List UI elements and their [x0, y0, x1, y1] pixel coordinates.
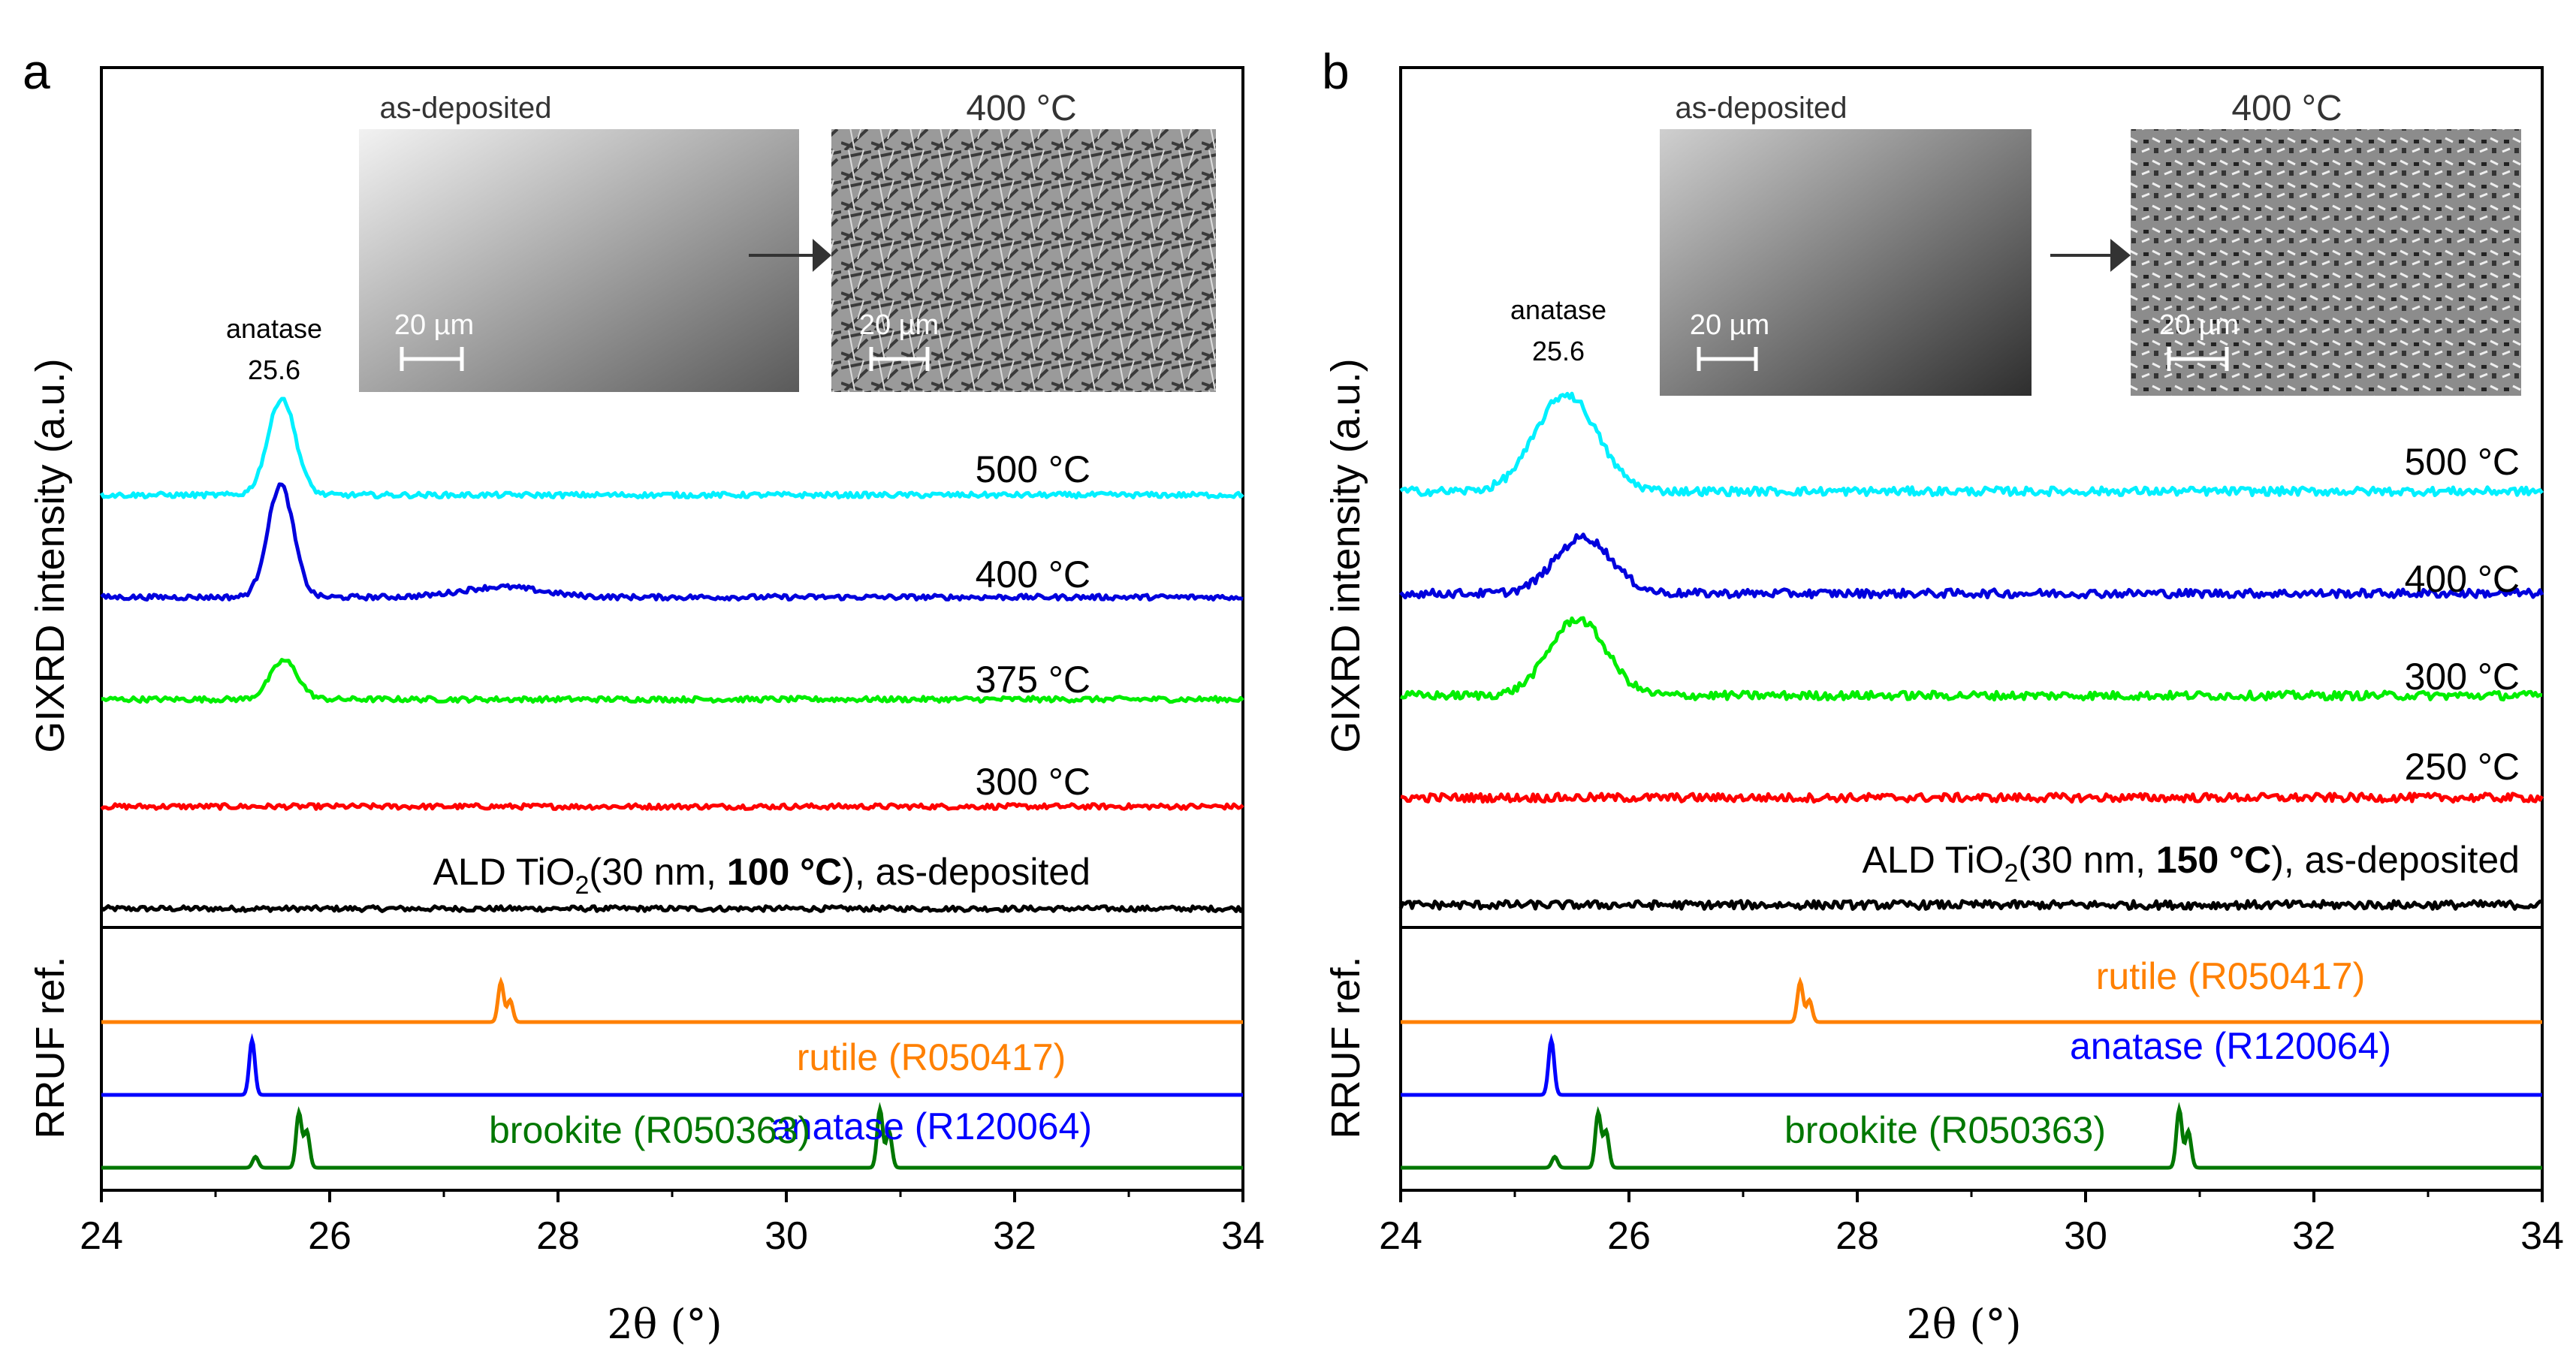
panel-b: b GIXRD intensity (a.u.) RRUF ref. 2θ (°…	[1322, 44, 2564, 1348]
x-ticks-a: 24 26 28 30 32 34	[80, 1190, 1265, 1258]
anatase-peak-name-a: anatase	[226, 313, 322, 344]
x-tick-label-b-34: 34	[2520, 1214, 2564, 1258]
series-line-a-300-c	[100, 802, 1244, 811]
series-label-250-b: 250 °C	[2405, 746, 2520, 788]
x-tick-label-a-24: 24	[80, 1214, 123, 1258]
x-tick-label-a-32: 32	[993, 1214, 1036, 1258]
x-tick-label-b-24: 24	[1379, 1214, 1422, 1258]
x-ticks-b: 24 26 28 30 32 34	[1379, 1190, 2564, 1258]
y-axis-label-lower-a: RRUF ref.	[28, 957, 73, 1139]
x-tick-label-b-30: 30	[2064, 1214, 2107, 1258]
inset-400c-image-a	[831, 129, 1216, 392]
series-label-375-a: 375 °C	[976, 659, 1090, 701]
scale-bar-label-left-a: 20 µm	[394, 309, 474, 341]
y-axis-label-lower-b: RRUF ref.	[1323, 957, 1368, 1139]
reference-line-b-brookite	[1401, 1102, 2542, 1170]
inset-left-title-a: as-deposited	[379, 92, 551, 125]
inset-as-deposited-image-a	[359, 129, 799, 392]
series-line-b-400-c	[1399, 532, 2544, 600]
x-tick-label-a-28: 28	[536, 1214, 580, 1258]
series-line-b-300-c	[1400, 616, 2543, 702]
reference-line-b-rutile	[1401, 976, 2542, 1024]
anatase-peak-name-b: anatase	[1510, 294, 1606, 325]
reference-group-a	[101, 976, 1243, 1170]
x-tick-label-b-28: 28	[1835, 1214, 1879, 1258]
series-label-500-b: 500 °C	[2405, 441, 2520, 483]
series-line-b-500-c	[1399, 391, 2544, 498]
scale-bar-right-b	[2167, 347, 2229, 371]
series-line-a-400-c	[100, 482, 1244, 602]
scale-bar-label-left-b: 20 µm	[1690, 309, 1769, 341]
inset-right-title-b: 400 °C	[2231, 89, 2342, 128]
x-tick-label-a-30: 30	[765, 1214, 808, 1258]
reference-line-b-anatase	[1401, 1033, 2542, 1097]
series-line-b-as-deposited	[1398, 899, 2543, 911]
inset-arrow-head-a	[813, 239, 831, 272]
series-line-a-as-deposited	[100, 904, 1244, 913]
scale-bar-right-a	[869, 347, 930, 371]
ref-rutile-label-a: rutile (R050417)	[797, 1036, 1066, 1078]
series-group-a	[99, 397, 1244, 913]
y-axis-label-upper-b: GIXRD intensity (a.u.)	[1323, 358, 1368, 752]
reference-line-a-anatase	[101, 1033, 1243, 1097]
x-axis-label-b: 2θ (°)	[1906, 1301, 2021, 1348]
series-line-b-250-c	[1400, 792, 2544, 804]
inset-400c-image-b	[2131, 129, 2521, 396]
inset-left-title-b: as-deposited	[1675, 92, 1847, 125]
ref-brookite-label-b: brookite (R050363)	[1784, 1109, 2106, 1151]
inset-arrow-head-b	[2110, 239, 2131, 272]
series-line-a-500-c	[99, 397, 1244, 500]
scale-bar-left-a	[400, 347, 464, 371]
series-label-400-b: 400 °C	[2405, 558, 2520, 600]
sample-label-a: ALD TiO2(30 nm, 100 °C), as-deposited	[433, 851, 1090, 900]
scale-bar-left-b	[1697, 347, 1758, 371]
scale-bar-label-right-b: 20 µm	[2159, 309, 2239, 341]
x-axis-label-a: 2θ (°)	[607, 1301, 722, 1348]
ref-brookite-label-a: brookite (R050363)	[489, 1109, 810, 1151]
anatase-peak-value-b: 25.6	[1532, 336, 1585, 366]
series-group-b	[1398, 391, 2544, 911]
panel-a: a GIXRD intensity (a.u.) RRUF ref. 2θ (°…	[23, 44, 1265, 1348]
x-tick-label-a-34: 34	[1221, 1214, 1265, 1258]
sample-label-b: ALD TiO2(30 nm, 150 °C), as-deposited	[1863, 839, 2520, 888]
y-axis-label-upper-a: GIXRD intensity (a.u.)	[28, 358, 73, 752]
inset-right-title-a: 400 °C	[966, 89, 1076, 128]
reference-line-a-brookite	[101, 1102, 1243, 1170]
series-label-500-a: 500 °C	[976, 448, 1090, 490]
reference-line-a-rutile	[101, 976, 1243, 1024]
series-label-300-a: 300 °C	[976, 761, 1090, 803]
ref-anatase-label-a: anatase (R120064)	[771, 1105, 1092, 1147]
ref-anatase-label-b: anatase (R120064)	[2070, 1025, 2391, 1067]
reference-group-b	[1401, 976, 2542, 1170]
series-label-300-b: 300 °C	[2405, 656, 2520, 698]
ref-rutile-label-b: rutile (R050417)	[2096, 955, 2366, 997]
anatase-peak-value-a: 25.6	[248, 354, 300, 385]
panel-letter-a: a	[23, 44, 50, 99]
inset-as-deposited-image-b	[1660, 129, 2032, 396]
series-label-400-a: 400 °C	[976, 553, 1090, 596]
x-tick-label-b-32: 32	[2292, 1214, 2336, 1258]
x-tick-label-a-26: 26	[308, 1214, 351, 1258]
x-tick-label-b-26: 26	[1607, 1214, 1651, 1258]
panel-letter-b: b	[1322, 44, 1350, 99]
scale-bar-label-right-a: 20 µm	[859, 309, 939, 341]
series-line-a-375-c	[101, 658, 1244, 704]
